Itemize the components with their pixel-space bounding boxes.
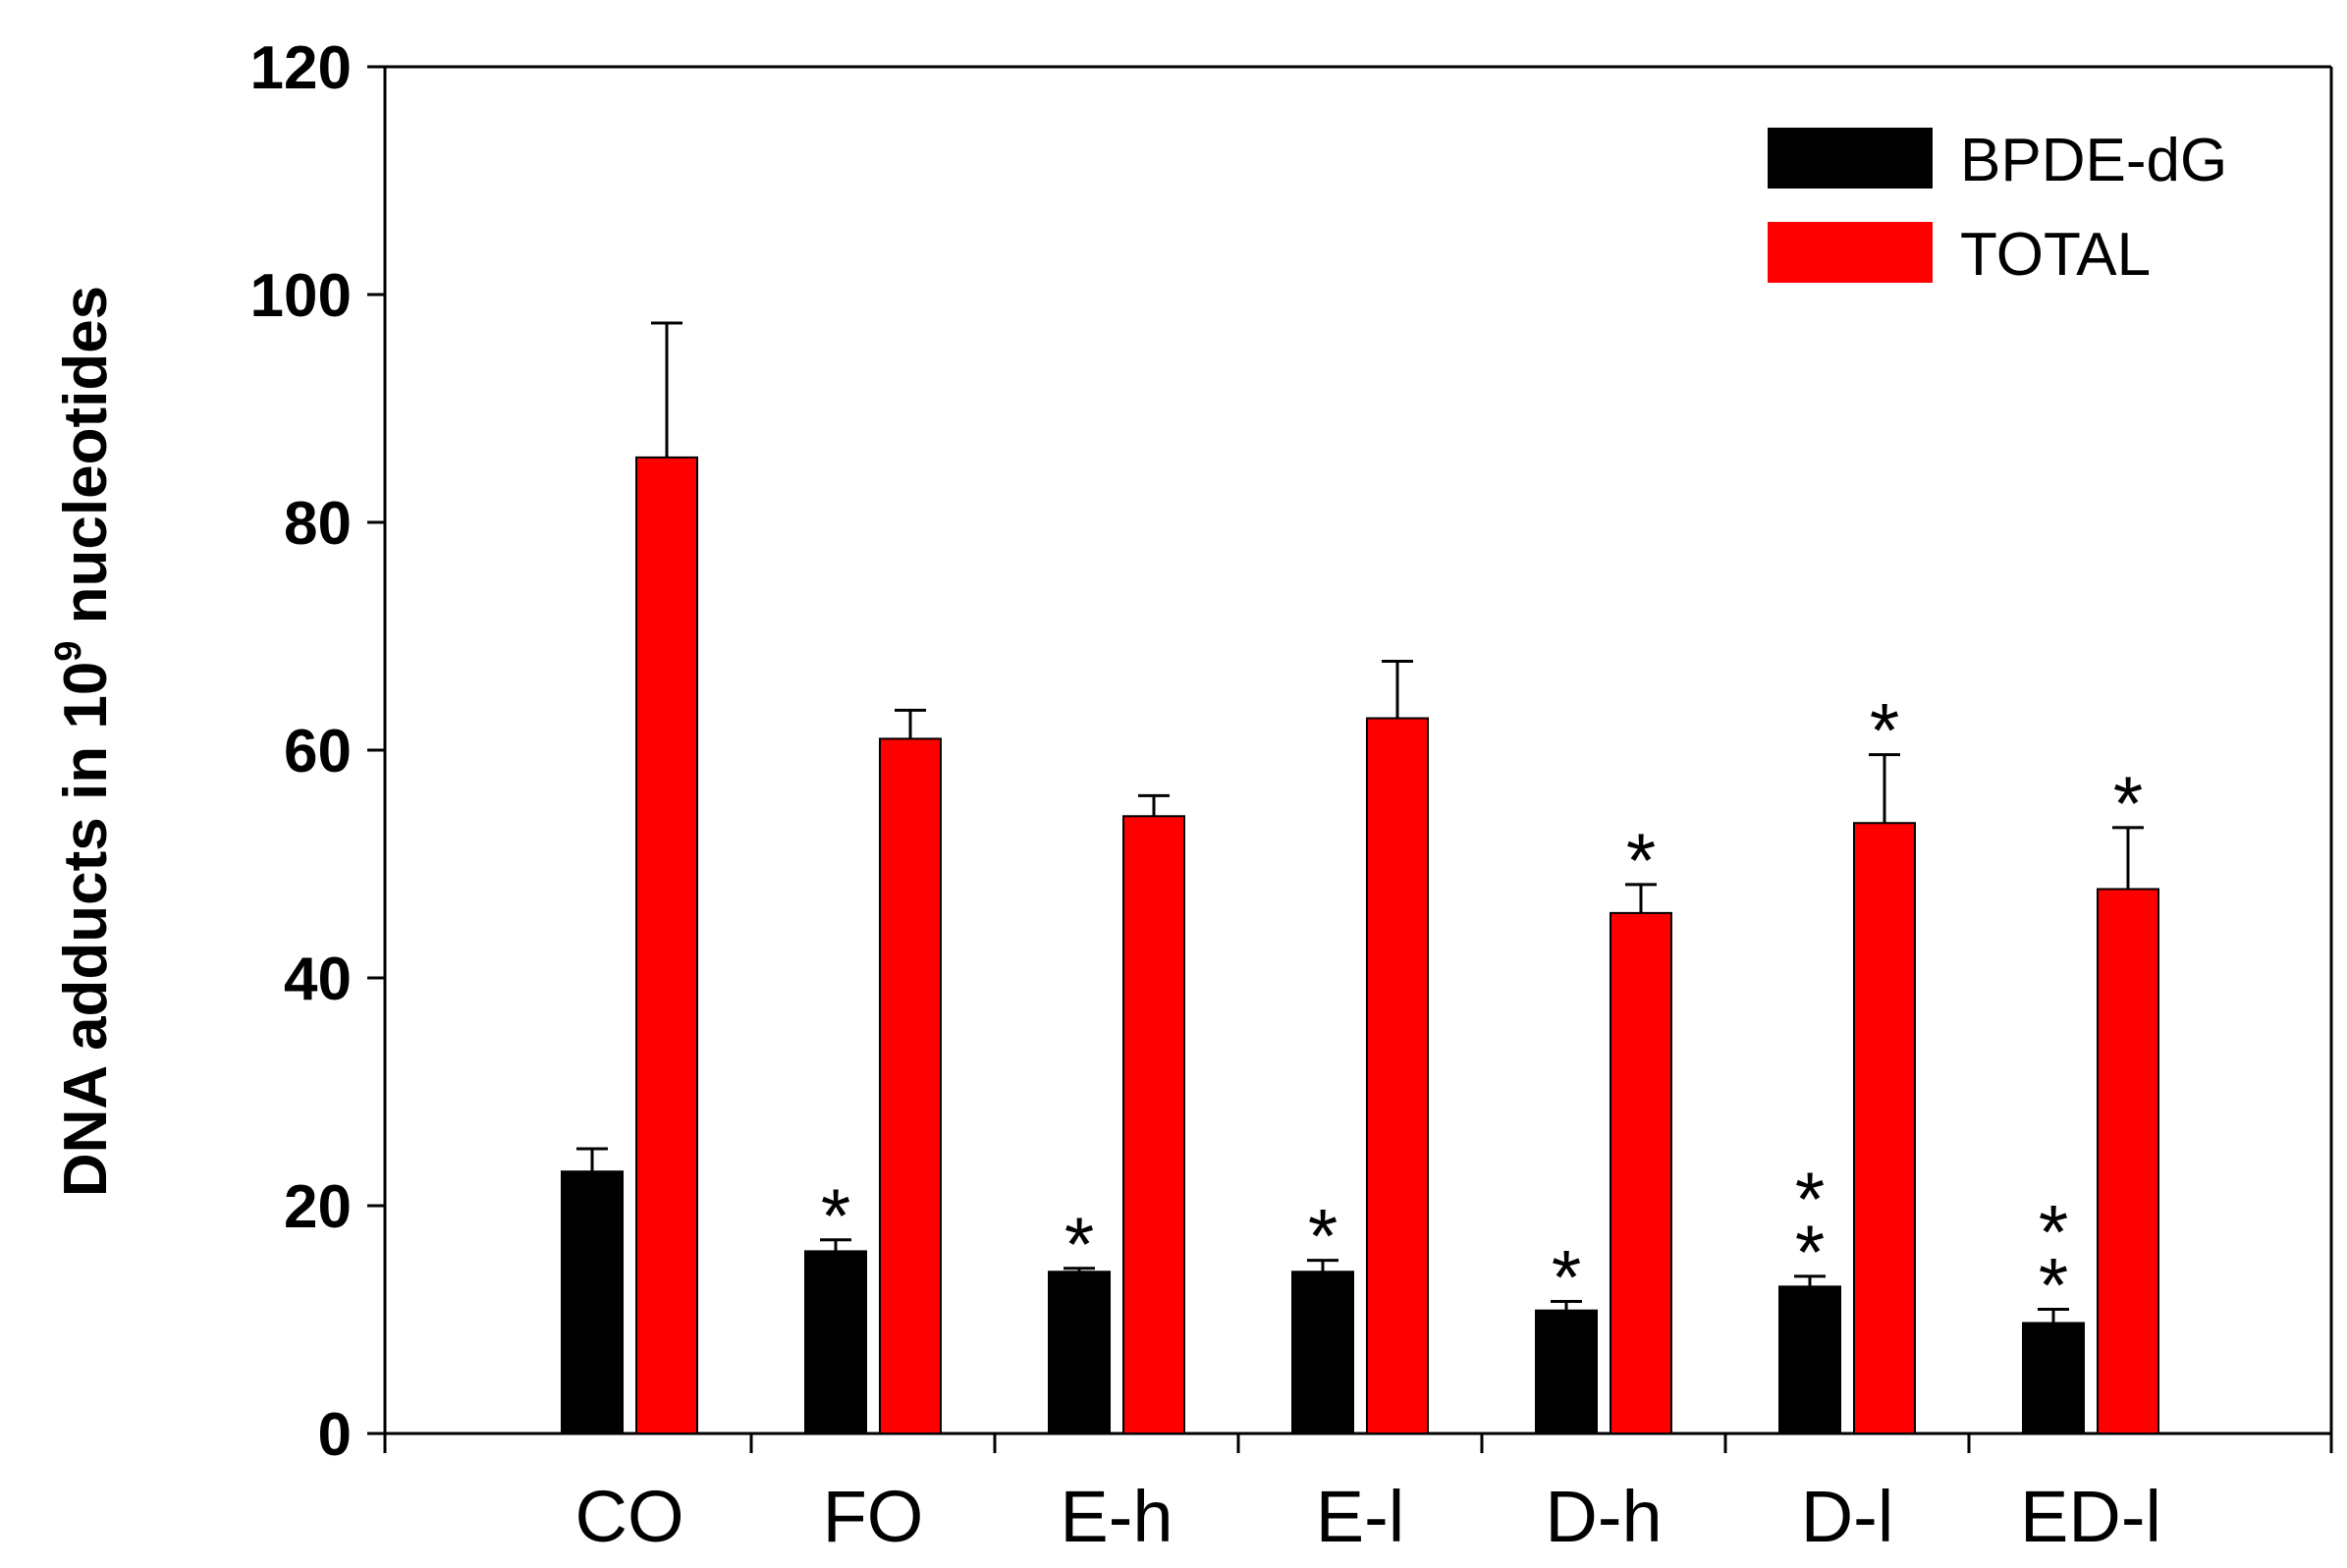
bars xyxy=(561,456,2159,1435)
bar-0-4 xyxy=(1535,1309,1598,1434)
bar-0-1 xyxy=(804,1250,867,1435)
y-tick-label-5: 100 xyxy=(250,262,352,330)
x-tick-label-6: ED-l xyxy=(2020,1476,2161,1557)
y-tick-label-0: 0 xyxy=(318,1401,352,1469)
y-tick-label-1: 20 xyxy=(284,1173,352,1241)
significance-mark-1-6-0: * xyxy=(2113,760,2143,846)
x-tick-label-1: FO xyxy=(823,1476,924,1557)
x-tick-label-5: D-l xyxy=(1801,1476,1894,1557)
x-tick-label-0: CO xyxy=(575,1476,684,1557)
y-ticks: 0 20 40 60 80 100 120 xyxy=(250,34,385,1469)
significance-mark-0-5-1: * xyxy=(1795,1209,1825,1295)
x-tick-label-2: E-h xyxy=(1060,1476,1173,1557)
significance-mark-0-5-0: * xyxy=(1795,1156,1825,1242)
significance-mark-0-6-1: * xyxy=(2039,1242,2068,1328)
legend-label-total: TOTAL xyxy=(1960,221,2151,289)
bar-1-5 xyxy=(1853,822,1916,1434)
bar-1-0 xyxy=(635,456,698,1434)
x-ticks: CO FO E-h E-l D-h D-l ED-l xyxy=(383,1433,2333,1557)
bar-1-3 xyxy=(1366,717,1429,1434)
y-tick-label-6: 120 xyxy=(250,34,352,102)
significance-marks: * * * *** ***** xyxy=(821,687,2143,1328)
significance-mark-0-2-0: * xyxy=(1064,1201,1094,1287)
significance-mark-0-4-0: * xyxy=(1552,1233,1581,1320)
y-tick-label-3: 60 xyxy=(284,718,352,785)
bar-0-2 xyxy=(1048,1271,1111,1435)
legend-swatch-total xyxy=(1768,222,1933,283)
legend-label-bpde-dg: BPDE-dG xyxy=(1960,127,2227,194)
bar-0-0 xyxy=(561,1170,624,1434)
x-tick-label-3: E-l xyxy=(1316,1476,1404,1557)
bar-0-3 xyxy=(1291,1271,1354,1435)
significance-mark-1-4-0: * xyxy=(1626,817,1656,903)
significance-mark-1-5-0: * xyxy=(1870,687,1899,774)
bar-1-1 xyxy=(879,737,942,1434)
bar-1-4 xyxy=(1610,911,1672,1434)
x-tick-label-4: D-h xyxy=(1545,1476,1662,1557)
bar-0-6 xyxy=(2022,1322,2085,1434)
bar-0-5 xyxy=(1778,1285,1841,1434)
y-tick-label-4: 80 xyxy=(284,490,352,558)
legend-swatch-bpde-dg xyxy=(1768,128,1933,189)
significance-mark-0-1-0: * xyxy=(821,1172,850,1259)
y-tick-label-2: 40 xyxy=(284,946,352,1013)
bar-1-2 xyxy=(1122,815,1185,1434)
significance-mark-0-6-0: * xyxy=(2039,1189,2068,1275)
significance-mark-0-3-0: * xyxy=(1308,1193,1337,1279)
bar-1-6 xyxy=(2097,888,2159,1434)
error-bars xyxy=(576,321,2144,1324)
legend: BPDE-dG TOTAL xyxy=(1768,127,2227,289)
y-axis-label: DNA adducts in 109 nucleotides xyxy=(48,286,120,1197)
